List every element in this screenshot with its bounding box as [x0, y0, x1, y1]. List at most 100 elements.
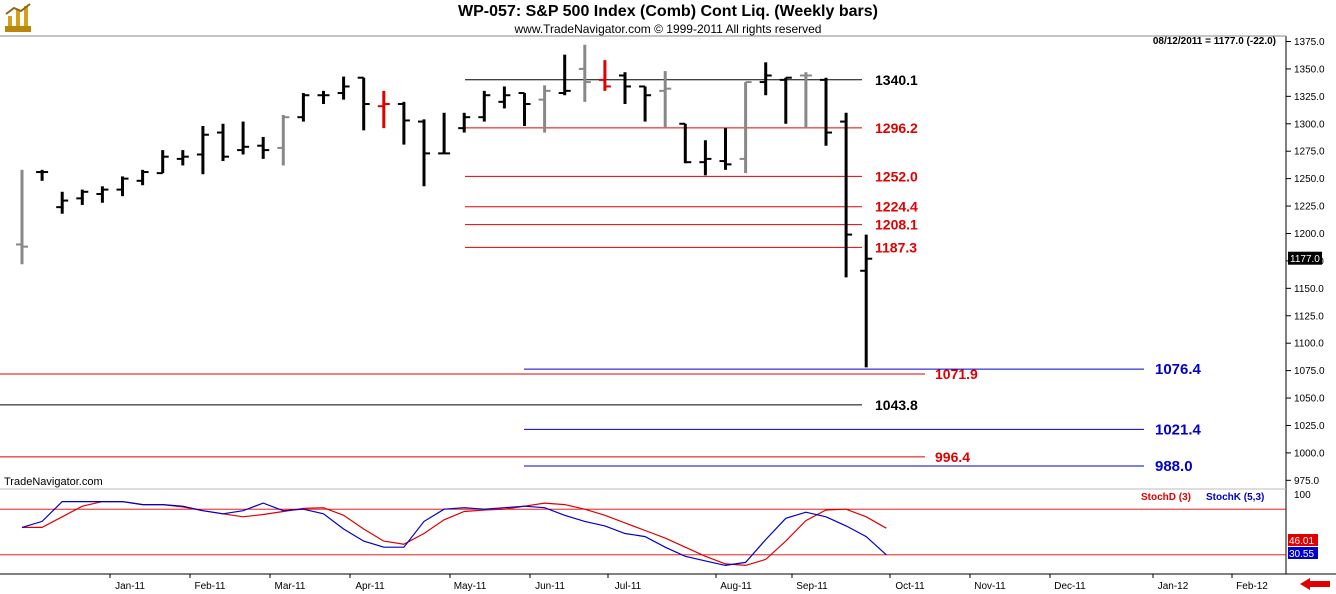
legend-stochk: StochK (5,3)	[1206, 492, 1264, 503]
level-label: 1021.4	[1155, 421, 1202, 438]
ohlc-bar	[799, 72, 812, 129]
date-tick-label: Feb-11	[195, 581, 226, 592]
ohlc-bar	[840, 112, 853, 278]
stochd-value-box	[1288, 534, 1318, 546]
ohlc-bar	[458, 112, 471, 133]
price-tick-label: 1050.0	[1294, 394, 1325, 405]
date-tick-label: Apr-11	[355, 581, 385, 592]
ohlc-bar	[518, 92, 531, 126]
last-price-box	[1288, 251, 1322, 265]
level-label: 988.0	[1155, 458, 1193, 475]
price-tick-label: 1325.0	[1294, 92, 1325, 103]
ohlc-bar	[699, 140, 712, 176]
level-label: 1043.8	[875, 397, 918, 413]
trade-navigator-logo-icon	[5, 3, 31, 32]
price-tick-label: 1350.0	[1294, 64, 1325, 75]
price-tick-label: 1200.0	[1294, 229, 1325, 240]
ohlc-bar	[156, 150, 169, 175]
level-label: 996.4	[935, 449, 970, 465]
ohlc-bar	[76, 189, 89, 205]
stoch-series-line	[22, 501, 887, 567]
date-tick-label: Dec-11	[1054, 581, 1086, 592]
chart-frame	[0, 35, 1336, 575]
legend-stochd: StochD (3)	[1141, 492, 1191, 503]
ohlc-bar	[116, 176, 129, 197]
ohlc-bar	[619, 72, 631, 105]
ohlc-bar	[36, 169, 49, 181]
ohlc-bar	[237, 121, 250, 155]
price-tick-label: 1150.0	[1294, 284, 1324, 295]
ohlc-bar	[538, 85, 551, 133]
price-tick-label: 1000.0	[1294, 448, 1325, 459]
ohlc-bar	[679, 122, 692, 164]
price-tick-label: 1125.0	[1294, 311, 1324, 322]
chart-title: WP-057: S&P 500 Index (Comb) Cont Liq. (…	[458, 3, 878, 20]
level-label: 1252.0	[875, 168, 918, 184]
level-label: 1187.3	[875, 239, 917, 255]
level-label: 1296.2	[875, 120, 918, 136]
stoch-tick-label: 100	[1294, 490, 1311, 501]
price-tick-label: 1025.0	[1294, 421, 1325, 432]
ohlc-bar	[820, 77, 832, 146]
date-tick-label: May-11	[454, 581, 487, 592]
ohlc-bar	[438, 112, 451, 155]
price-tick-label: 1275.0	[1294, 147, 1325, 158]
ohlc-bar	[478, 90, 491, 122]
ohlc-bar	[217, 123, 229, 162]
date-tick-label: Oct-11	[895, 581, 925, 592]
ohlc-bar	[418, 119, 430, 187]
ohlc-bar	[578, 44, 591, 102]
copyright-line: www.TradeNavigator.com © 1999-2011 All r…	[514, 22, 822, 36]
ohlc-bar	[558, 54, 571, 96]
ohlc-bar	[257, 136, 270, 159]
ohlc-bar	[719, 128, 732, 170]
date-tick-label: Jun-11	[535, 581, 565, 592]
price-tick-label: 1225.0	[1294, 202, 1325, 213]
date-tick-label: Sep-11	[796, 581, 828, 592]
ohlc-bar	[639, 85, 652, 122]
ohlc-bar	[860, 234, 873, 368]
ohlc-bar	[196, 125, 209, 175]
ohlc-bar	[739, 81, 752, 174]
stochk-value-label: 30.55	[1289, 549, 1314, 560]
ohlc-bar	[56, 191, 69, 214]
stochk-value-box	[1288, 547, 1318, 559]
ohlc-bar	[297, 93, 310, 122]
ohlc-bar	[498, 86, 511, 109]
level-label: 1076.4	[1155, 361, 1202, 378]
ohlc-bar	[357, 76, 370, 131]
ohlc-bar	[176, 150, 189, 166]
ohlc-bar	[397, 101, 410, 145]
brand-label: TradeNavigator.com	[4, 476, 103, 488]
date-tick-label: Aug-11	[720, 581, 752, 592]
ohlc-bar	[759, 62, 772, 96]
stoch-series-line	[21, 501, 887, 567]
ohlc-bar	[337, 76, 350, 100]
scroll-left-arrow-icon[interactable]	[1300, 578, 1330, 590]
stochd-value-label: 46.01	[1289, 536, 1314, 547]
ohlc-bar	[598, 60, 611, 91]
price-tick-label: 1075.0	[1294, 366, 1325, 377]
horizontal-levels: 1340.1 1296.2 1252.0 1224.4 1208.1 1187.3 1076…	[0, 72, 1202, 475]
date-tick-label: Jan-12	[1158, 581, 1189, 592]
last-price-label: 1177.0	[1290, 254, 1320, 265]
price-bars	[16, 44, 873, 368]
date-tick-label: Feb-12	[1236, 581, 1268, 592]
stochastic-panel: 100 StochD (3) StochK (5,3) 46.01 30.55	[0, 490, 1318, 567]
level-label: 1224.4	[875, 199, 918, 215]
ohlc-bar	[779, 76, 792, 124]
date-tick-label: Nov-11	[974, 581, 1006, 592]
price-tick-label: 1300.0	[1294, 119, 1325, 130]
price-tick-label: 1375.0	[1294, 37, 1325, 48]
ohlc-bar	[317, 90, 330, 105]
price-tick-label: 975.0	[1294, 476, 1319, 487]
level-label: 1071.9	[935, 366, 978, 382]
date-tick-label: Jan-11	[115, 581, 145, 592]
ohlc-bar	[377, 90, 390, 129]
date-tick-label: Mar-11	[275, 581, 306, 592]
date-axis: Jan-11 Feb-11 Mar-11 Apr-11 May-11 Jun-11 Jul-…	[109, 574, 1330, 592]
price-tick-label: 1250.0	[1294, 174, 1325, 185]
price-tick-label: 1100.0	[1294, 339, 1324, 350]
